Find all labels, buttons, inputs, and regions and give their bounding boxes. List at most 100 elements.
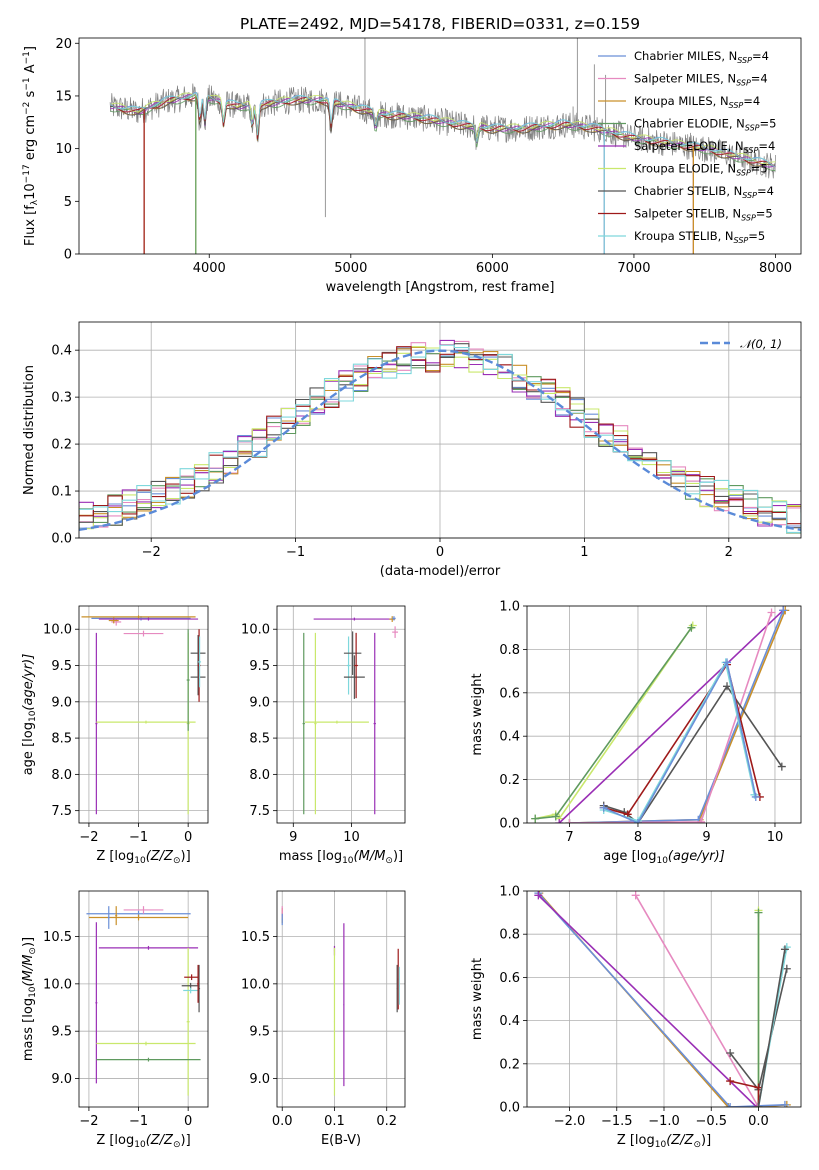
x-axis-label: Z [log10(Z/Z⊙)]: [96, 849, 190, 866]
y-tick-label: 8.5: [249, 732, 270, 747]
weight-marker-chabrier_stelib: [777, 762, 786, 771]
x-axis-label-sub: 10: [134, 856, 146, 866]
errorbar-point-kroupa_elodie: [186, 947, 190, 1096]
y-axis-label-part: )]: [21, 937, 36, 947]
y-tick-label: 10.5: [43, 930, 72, 945]
y-axis-label-part: 10: [23, 183, 38, 200]
y-axis-label-part: (M/M: [21, 955, 36, 987]
y-tick-label: 0: [64, 248, 72, 263]
y-tick-label: 0.8: [499, 643, 520, 658]
axes-age_vs_Z: −2 −1 07.58.08.59.09.510.0Z [log10(Z/Z⊙)]a…: [21, 605, 209, 866]
x-tick-label: 8: [634, 830, 642, 845]
weight-marker-chabrier_stelib: [780, 945, 789, 954]
y-axis-label-part: −2: [22, 102, 32, 115]
errorbar-point-salpeter_elodie: [95, 632, 98, 815]
x-tick-label: −0.5: [695, 1114, 727, 1129]
x-tick-label: 7000: [617, 261, 650, 276]
x-axis-label-part: (Z/Z: [146, 849, 174, 864]
errorbar-point-kroupa_elodie: [314, 632, 317, 815]
x-axis-label-sub: ⊙: [173, 856, 181, 866]
x-tick-label: 1: [580, 545, 588, 560]
plot-area: [302, 616, 399, 815]
weight-marker-salpeter_elodie: [555, 819, 564, 823]
y-tick-label: 0.2: [51, 438, 72, 453]
y-tick-label: 1.0: [499, 885, 520, 900]
errorbar-point-salpeter_elodie: [373, 632, 376, 815]
weight-marker-chabrier_miles: [780, 1100, 789, 1107]
weight-line-chabrier_stelib: [757, 949, 786, 1107]
legend-label-part: Salpeter STELIB, N: [634, 207, 741, 221]
x-axis-label-part: )]: [393, 849, 403, 864]
legend-label-part: Chabrier ELODIE, N: [634, 117, 745, 131]
x-axis-label-part: Z [log: [96, 1133, 134, 1148]
weight-marker-chabrier_stelib: [726, 1049, 735, 1057]
x-axis-label-part: )]: [181, 1133, 191, 1148]
errorbar-point-chabrier_stelib: [190, 658, 206, 696]
y-tick-label: 20: [55, 37, 72, 52]
errorbar-point-salpeter_elodie: [343, 923, 345, 1087]
errorbar-point-chabrier_miles: [392, 616, 396, 621]
x-axis-label: E(B-V): [321, 1133, 361, 1148]
legend-label-part: Chabrier MILES, N: [634, 49, 737, 63]
errorbar-point-kroupa_miles: [88, 914, 189, 921]
weight-marker-chabrier_miles: [723, 658, 732, 667]
plot-area: [531, 606, 790, 823]
model-spectrum-kroupa_elodie: [109, 92, 776, 165]
x-tick-label: 0: [436, 545, 444, 560]
x-tick-label: 9: [289, 830, 297, 845]
legend-label-part: Chabrier STELIB, N: [634, 184, 742, 198]
y-tick-label: 15: [55, 89, 72, 104]
weight-marker-chabrier_stelib: [782, 964, 791, 973]
x-tick-label: 6000: [476, 261, 509, 276]
x-tick-label: 5000: [334, 261, 367, 276]
y-tick-label: 0.2: [499, 773, 520, 788]
x-axis-label: mass [log10(M/M⊙)]: [279, 849, 403, 866]
x-tick-label: 10: [767, 830, 784, 845]
y-tick-label: 10.0: [43, 623, 72, 638]
y-tick-label: 0.1: [51, 485, 72, 500]
legend-label-sub: SSP: [737, 56, 752, 65]
weight-line-salpeter_elodie: [537, 894, 758, 1107]
plot-area: [81, 615, 206, 815]
y-tick-label: 10.0: [241, 623, 270, 638]
weight-marker-chabrier_miles: [751, 792, 760, 801]
y-tick-label: 9.0: [51, 1072, 72, 1087]
legend-label-chabrier_elodie: Chabrier ELODIE, NSSP=5: [634, 117, 776, 133]
x-axis-label-part: )]: [181, 849, 191, 864]
y-tick-label: 0.4: [499, 730, 520, 745]
errorbar-point-kroupa_elodie: [96, 720, 196, 724]
legend-label-part: Kroupa STELIB, N: [634, 229, 734, 243]
legend-label-part: =5: [760, 117, 777, 131]
grid-lines: [527, 605, 801, 824]
axes-mass_vs_ebv: 0.0 0.1 0.2 9.0 9.5 10.0 10.5 E(B-V): [241, 890, 406, 1148]
legend-label-part: =5: [751, 162, 768, 176]
weight-marker-salpeter_miles: [696, 817, 705, 823]
weight-marker-chabrier_miles: [599, 803, 608, 812]
x-tick-label: −2: [142, 545, 161, 560]
x-tick-label: 10: [343, 830, 360, 845]
y-tick-label: 10.0: [43, 977, 72, 992]
axes-frame: [78, 605, 209, 824]
errorbar-point-salpeter_stelib: [184, 974, 200, 981]
axes-frame: [526, 890, 802, 1108]
x-axis-label-sub: 10: [134, 1140, 146, 1150]
errorbar-point-salpeter_miles: [392, 626, 399, 638]
y-tick-label: 9.5: [51, 659, 72, 674]
errorbar-point-chabrier_elodie: [186, 629, 190, 731]
y-axis-label: Normed distribution: [22, 365, 37, 495]
legend-label-part: =4: [751, 72, 768, 86]
y-tick-label: 8.0: [51, 768, 72, 783]
y-axis-label-part: −1: [22, 51, 32, 64]
x-axis-label: Z [log10(Z/Z⊙)]: [617, 1133, 711, 1150]
weight-marker-salpeter_miles: [767, 608, 776, 617]
weight-line-kroupa_elodie: [535, 625, 694, 821]
x-tick-label: −2: [79, 1114, 98, 1129]
errorbar-point-salpeter_miles: [123, 906, 164, 914]
x-tick-label: 7: [565, 830, 573, 845]
y-axis-label-part: erg cm: [23, 115, 38, 164]
y-axis-label-part: λ: [30, 199, 40, 205]
legend-label-chabrier_stelib: Chabrier STELIB, NSSP=4: [634, 184, 774, 200]
weight-line-chabrier_miles: [569, 609, 784, 823]
